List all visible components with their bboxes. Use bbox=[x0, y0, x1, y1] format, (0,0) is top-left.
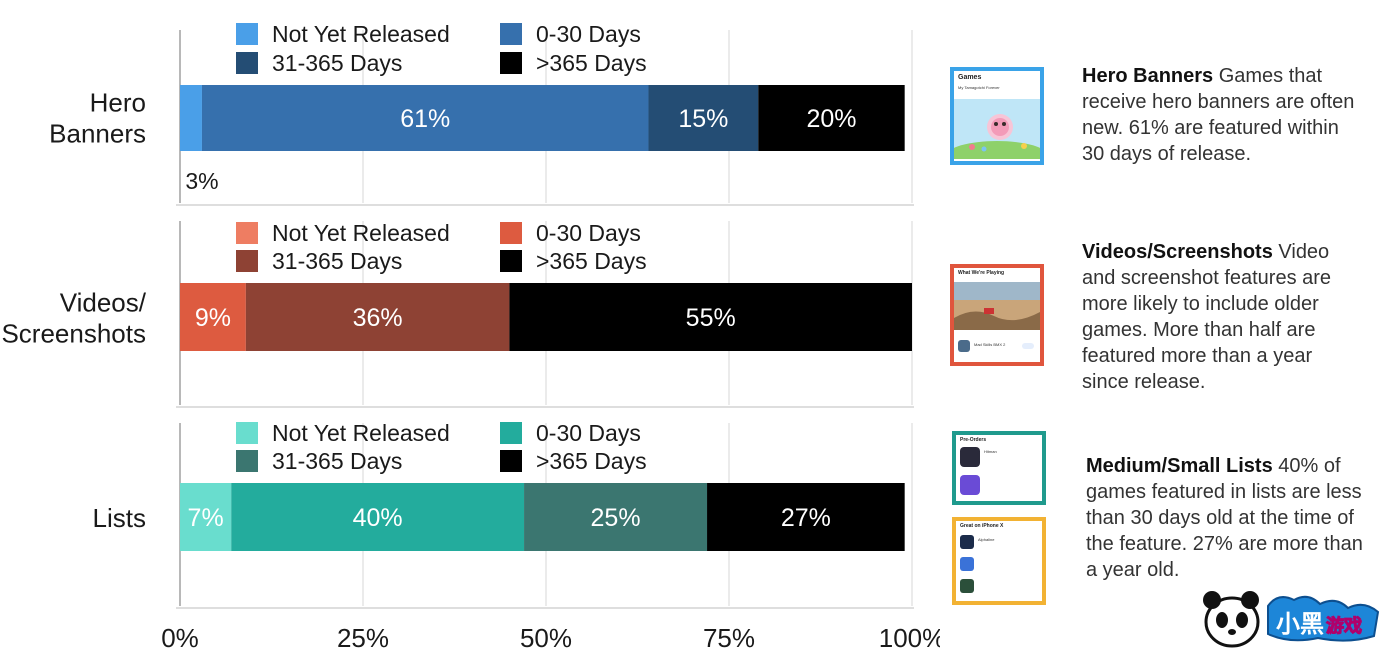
data-label: 36% bbox=[353, 304, 403, 332]
thumbnail-title: What We're Playing bbox=[958, 270, 1005, 276]
game-art-image bbox=[954, 99, 1040, 159]
app-icon bbox=[960, 579, 974, 593]
hero-banner-thumbnail: Games My Tamagotchi Forever bbox=[950, 67, 1044, 165]
bar-segment bbox=[180, 483, 232, 551]
data-label: 15% bbox=[678, 105, 728, 133]
app-icon bbox=[960, 557, 974, 571]
bar-segment bbox=[758, 85, 905, 151]
description-hero-banners: Hero Banners Games that receive hero ban… bbox=[1082, 63, 1357, 167]
data-label: 25% bbox=[591, 504, 641, 532]
description-title: Hero Banners bbox=[1082, 65, 1214, 87]
legend-label: Not Yet Released bbox=[272, 21, 450, 47]
legend-label: 0-30 Days bbox=[536, 220, 641, 246]
thumbnail-subtitle: My Tamagotchi Forever bbox=[958, 85, 1000, 90]
legend-label: Not Yet Released bbox=[272, 220, 450, 246]
x-tick-label: 50% bbox=[520, 623, 572, 653]
legend-swatch bbox=[500, 23, 522, 45]
legend-swatch bbox=[500, 52, 522, 74]
thumbnail-subtitle: Mad Skills BMX 2 bbox=[974, 342, 1006, 347]
description-text: 40% of games featured in lists are less … bbox=[1086, 455, 1363, 581]
data-label: 9% bbox=[195, 304, 231, 332]
description-text: Games that receive hero banners are ofte… bbox=[1082, 65, 1355, 165]
data-label: 7% bbox=[188, 504, 224, 532]
category-label: Hero bbox=[90, 88, 146, 118]
app-icon bbox=[960, 535, 974, 549]
video-frame-image bbox=[954, 282, 1040, 330]
bar-segment bbox=[509, 283, 912, 351]
x-tick-label: 25% bbox=[337, 623, 389, 653]
app-icon bbox=[960, 447, 980, 467]
legend-label: 31-365 Days bbox=[272, 50, 402, 76]
legend-label: 0-30 Days bbox=[536, 21, 641, 47]
thumbnail-title: Games bbox=[958, 74, 982, 81]
data-label: 3% bbox=[185, 168, 218, 194]
description-title: Medium/Small Lists bbox=[1086, 455, 1273, 477]
bar-segment bbox=[707, 483, 905, 551]
legend-swatch bbox=[236, 52, 258, 74]
thumbnail-title: Great on iPhone X bbox=[960, 523, 1004, 529]
x-tick-label: 100% bbox=[879, 623, 940, 653]
legend-swatch bbox=[500, 422, 522, 444]
bar-segment bbox=[180, 85, 202, 151]
panda-logo-icon: 游戏 小黑 bbox=[1203, 591, 1380, 648]
description-videos-screenshots: Videos/Screenshots Video and screenshot … bbox=[1082, 239, 1357, 395]
thumbnail-title: Pre-Orders bbox=[960, 437, 987, 443]
description-text: Video and screenshot features are more l… bbox=[1082, 241, 1332, 393]
thumbnail-subtitle: Hitman bbox=[984, 449, 997, 454]
bar-segment bbox=[648, 85, 759, 151]
data-label: 27% bbox=[781, 504, 831, 532]
category-label: Videos/ bbox=[60, 288, 147, 318]
bar-segment bbox=[524, 483, 708, 551]
legend-label: >365 Days bbox=[536, 248, 647, 274]
data-label: 20% bbox=[806, 105, 856, 133]
pre-orders-list-thumbnail: Pre-Orders Hitman bbox=[952, 431, 1046, 505]
bar-segment bbox=[231, 483, 525, 551]
bar-segment bbox=[201, 85, 649, 151]
legend-label: >365 Days bbox=[536, 50, 647, 76]
get-button bbox=[1022, 343, 1034, 349]
svg-text:小黑: 小黑 bbox=[1276, 610, 1324, 638]
legend-swatch bbox=[500, 250, 522, 272]
thumbnail-subtitle: Alphaline bbox=[978, 537, 995, 542]
legend-swatch bbox=[500, 450, 522, 472]
legend-swatch bbox=[500, 222, 522, 244]
data-label: 40% bbox=[353, 504, 403, 532]
x-tick-label: 75% bbox=[703, 623, 755, 653]
legend-swatch bbox=[236, 450, 258, 472]
category-label: Lists bbox=[93, 503, 146, 533]
legend-label: 0-30 Days bbox=[536, 420, 641, 446]
description-title: Videos/Screenshots bbox=[1082, 241, 1273, 263]
stacked-bar-chart: Not Yet Released 0-30 Days 31-365 Days >365… bbox=[1, 21, 940, 653]
legend-label: Not Yet Released bbox=[272, 420, 450, 446]
app-icon bbox=[960, 475, 980, 495]
data-label: 61% bbox=[400, 105, 450, 133]
legend-swatch bbox=[236, 23, 258, 45]
category-label: Screenshots bbox=[1, 319, 146, 349]
data-label: 55% bbox=[686, 304, 736, 332]
legend-swatch bbox=[236, 250, 258, 272]
great-on-iphone-list-thumbnail: Great on iPhone X Alphaline bbox=[952, 517, 1046, 605]
video-feature-thumbnail: What We're Playing Mad Skills BMX 2 bbox=[950, 264, 1044, 366]
description-lists: Medium/Small Lists 40% of games featured… bbox=[1086, 453, 1371, 583]
bar-segment bbox=[245, 283, 510, 351]
x-tick-label: 0% bbox=[161, 623, 199, 653]
svg-text:游戏: 游戏 bbox=[1326, 615, 1362, 637]
legend-label: >365 Days bbox=[536, 448, 647, 474]
category-label: Banners bbox=[49, 119, 146, 149]
legend-swatch bbox=[236, 222, 258, 244]
legend-swatch bbox=[236, 422, 258, 444]
watermark-logo: 游戏 小黑 bbox=[1198, 586, 1393, 654]
bar-segment bbox=[180, 283, 246, 351]
legend-label: 31-365 Days bbox=[272, 448, 402, 474]
app-icon bbox=[958, 340, 970, 352]
legend-label: 31-365 Days bbox=[272, 248, 402, 274]
